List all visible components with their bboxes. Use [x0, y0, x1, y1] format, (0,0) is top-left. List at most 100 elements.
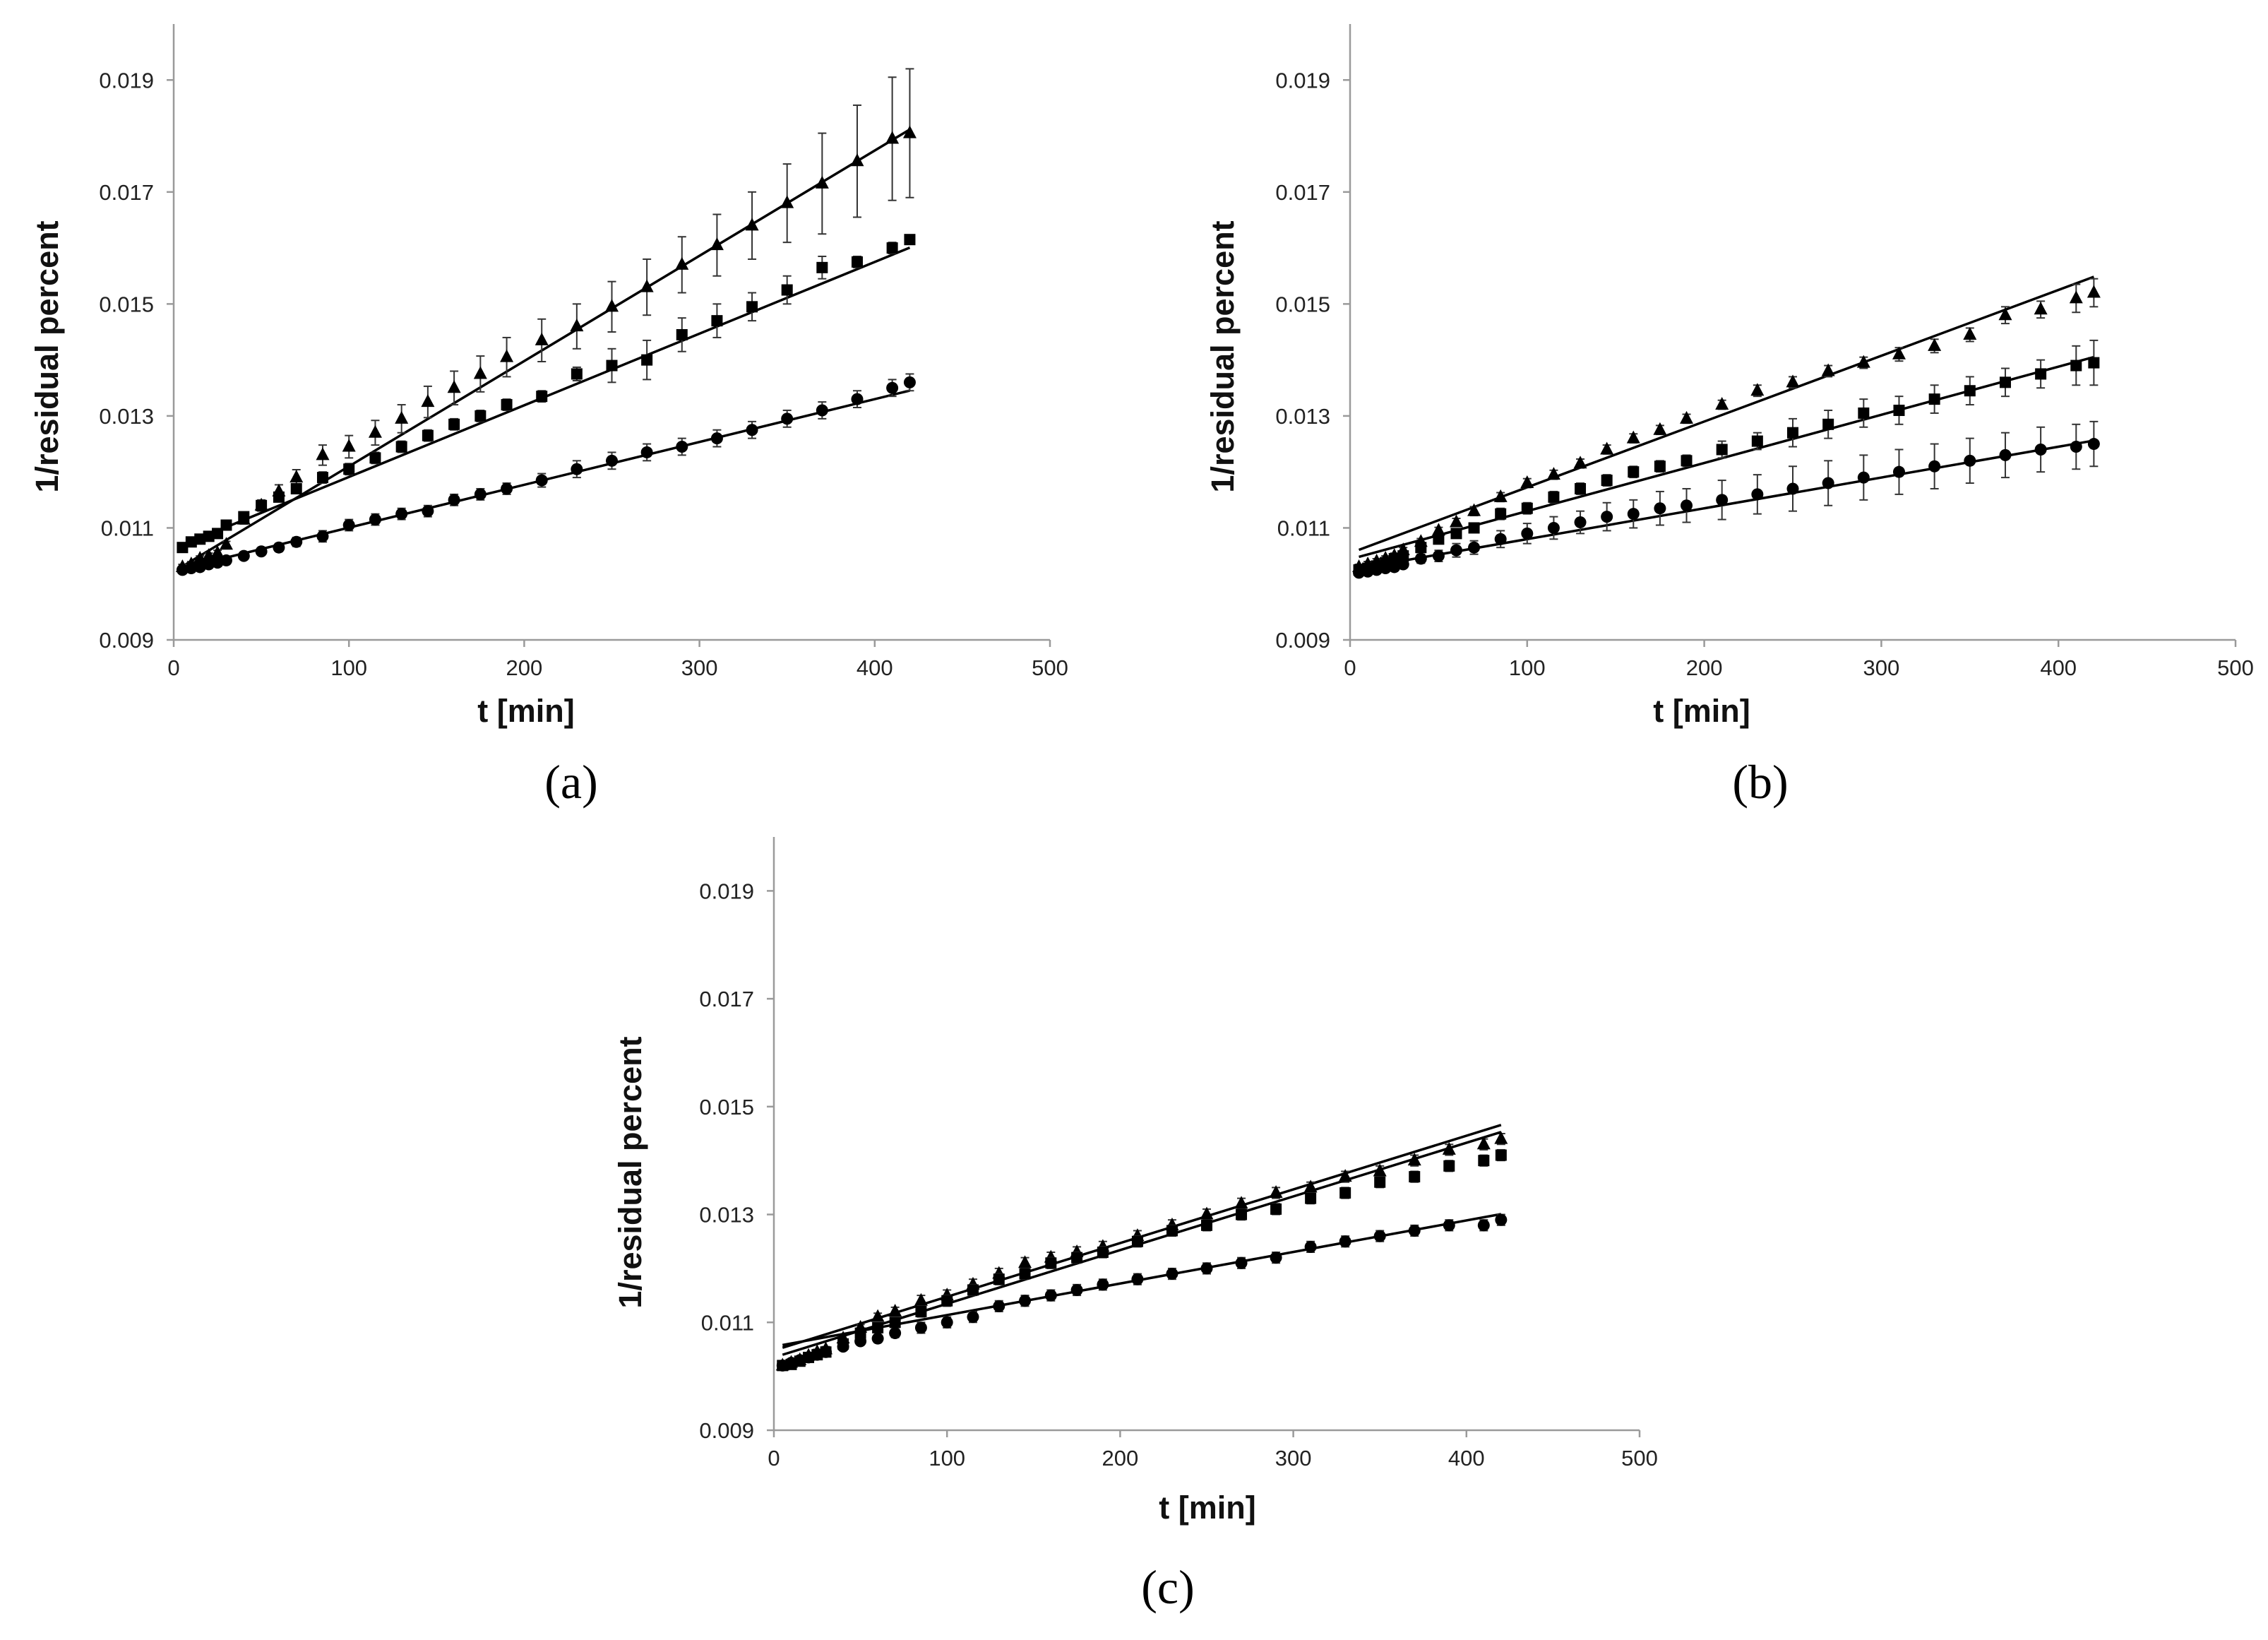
panel-c-squares-point [1019, 1268, 1031, 1280]
panel-c-circles-point [889, 1327, 902, 1340]
panel-a-squares-point [641, 354, 653, 366]
panel-a-circles-point [474, 488, 487, 501]
panel-c-squares-point [1305, 1192, 1317, 1204]
panel-a-squares-point [851, 256, 863, 268]
panel-c-y-tick-label: 0.009 [699, 1418, 754, 1443]
panel-b-circles-point [1521, 527, 1534, 540]
panel-a-circles-point [237, 549, 250, 562]
panel-c-circles-point [1044, 1289, 1057, 1302]
panel-a-x-tick-label: 300 [681, 655, 718, 680]
panel-a-x-tick-label: 100 [330, 655, 367, 680]
panel-b-circles-point [1547, 521, 1560, 534]
panel-c-y-tick-label: 0.013 [699, 1203, 754, 1228]
panel-b-circles-point [1716, 494, 1729, 506]
panel-a-circles-point [185, 562, 198, 575]
panel-c-circles-point [1339, 1235, 1351, 1248]
panel-b-squares-point [1716, 444, 1728, 456]
panel-c-squares-point [1071, 1252, 1083, 1264]
panel-b-circles-point [1822, 477, 1834, 489]
panel-c-x-tick-label: 400 [1448, 1446, 1485, 1470]
panel-a-triangles-point [535, 332, 549, 345]
panel-a-triangles-point [850, 153, 864, 167]
panel-c-squares-point [1339, 1187, 1351, 1199]
panel-a-circles-point [710, 432, 723, 445]
panel-c-squares-point [993, 1273, 1005, 1285]
panel-a-circles-point [676, 441, 688, 453]
panel-a-triangles-point [640, 279, 654, 292]
panel-b-triangles-point [1892, 346, 1906, 360]
panel-b-triangles-point [1786, 374, 1800, 388]
panel-b-circles-point [1857, 471, 1870, 484]
panel-b-circles-point [1751, 488, 1764, 501]
panel-b-squares-point [1415, 542, 1427, 554]
panel-c-circles-point [1097, 1278, 1109, 1291]
panel-a-circles-point [535, 474, 548, 487]
panel-c-circles-point [1019, 1295, 1032, 1307]
panel-c-triangles-point [1234, 1196, 1248, 1209]
panel-a-x-tick-label: 200 [506, 655, 543, 680]
panel-b-x-tick-label: 300 [1863, 655, 1900, 680]
panel-a-x-tick-label: 400 [857, 655, 893, 680]
panel-b-triangles-point [2087, 285, 2101, 298]
panel-a-x-axis-title: t [min] [477, 693, 574, 729]
panel-a-squares-point [448, 418, 460, 430]
panel-c-squares-point [1270, 1203, 1282, 1215]
panel-a-y-tick-label: 0.015 [99, 292, 154, 316]
panel-a-triangles-point [570, 319, 584, 332]
panel-a-triangles-point [421, 394, 435, 408]
panel-a-squares-point [781, 284, 793, 296]
panel-c-triangles-point [914, 1293, 928, 1306]
panel-b-circles-point [1964, 454, 1976, 467]
panel-b-triangles-point [2069, 290, 2083, 304]
panel-c-label: (c) [1141, 1560, 1194, 1614]
panel-a-squares-point [290, 482, 302, 494]
panel-a-y-tick-label: 0.009 [99, 628, 154, 653]
panel-c-squares-point [1409, 1171, 1421, 1183]
panel-c-triangles-point [1476, 1136, 1491, 1150]
panel-a-squares-point [475, 410, 487, 422]
panel-a-squares-point [536, 391, 548, 403]
panel-c-triangles-point [1018, 1255, 1032, 1268]
panel-a-circles-point [816, 404, 828, 417]
panel-b-circles-point [1397, 558, 1409, 571]
panel-a-y-tick-label: 0.013 [99, 404, 154, 429]
panel-a-triangles-point [902, 125, 917, 138]
panel-b-circles-point [1494, 533, 1507, 545]
panel-c-squares-point [1478, 1155, 1490, 1167]
panel-c-squares-point [1201, 1219, 1212, 1231]
panel-c-squares-point [941, 1295, 953, 1307]
panel-c-squares-point [1374, 1176, 1386, 1188]
panel-c-x-tick-label: 100 [929, 1446, 965, 1470]
panel-b-triangles-point [1600, 441, 1614, 455]
panel-a-circles-point [606, 454, 618, 467]
panel-b-triangles-point [1821, 363, 1835, 376]
panel-c: 0.009 0.011 0.013 0.015 0.017 0.019 0 100 200 300… [612, 837, 1658, 1614]
panel-b-triangles-point [1431, 523, 1445, 536]
panel-a-triangles-point [290, 470, 304, 483]
panel-b-triangles-point [1520, 475, 1534, 489]
panel-b-triangles-point [1653, 422, 1667, 435]
panel-c-circles-point [1131, 1273, 1144, 1285]
panel-c-circles-point [993, 1300, 1005, 1312]
panel-c-squares-point [1443, 1160, 1455, 1172]
panel-b-circles-point [1432, 549, 1445, 562]
panel-c-circles-point [871, 1332, 884, 1345]
panel-a-triangles-point [473, 366, 487, 379]
panel-c-y-tick-label: 0.011 [701, 1310, 754, 1335]
panel-c-x-tick-label: 500 [1621, 1446, 1658, 1470]
panel-a-squares-point [212, 528, 224, 540]
panel-a-circles-point [316, 530, 329, 542]
panel-b-squares-point [2088, 357, 2100, 369]
panel-b-squares-point [1787, 427, 1798, 439]
panel-b-squares-point [1521, 502, 1533, 514]
panel-c-circles-point [1235, 1256, 1248, 1269]
panel-c-circles-point [941, 1316, 953, 1329]
panel-b-x-tick-label: 200 [1686, 655, 1723, 680]
panel-c-circles-point [1070, 1283, 1083, 1296]
panel-b-x-tick-label: 500 [2217, 655, 2254, 680]
panel-b-triangles-point [1715, 397, 1729, 410]
panel-c-plot: 0.009 0.011 0.013 0.015 0.017 0.019 0 100 200 300… [699, 837, 1658, 1470]
panel-a-y-tick-label: 0.019 [99, 68, 154, 93]
panel-b-circles-point [1786, 482, 1799, 495]
panel-b-plot: 0.009 0.011 0.013 0.015 0.017 0.019 0 100 200 300… [1275, 24, 2254, 680]
